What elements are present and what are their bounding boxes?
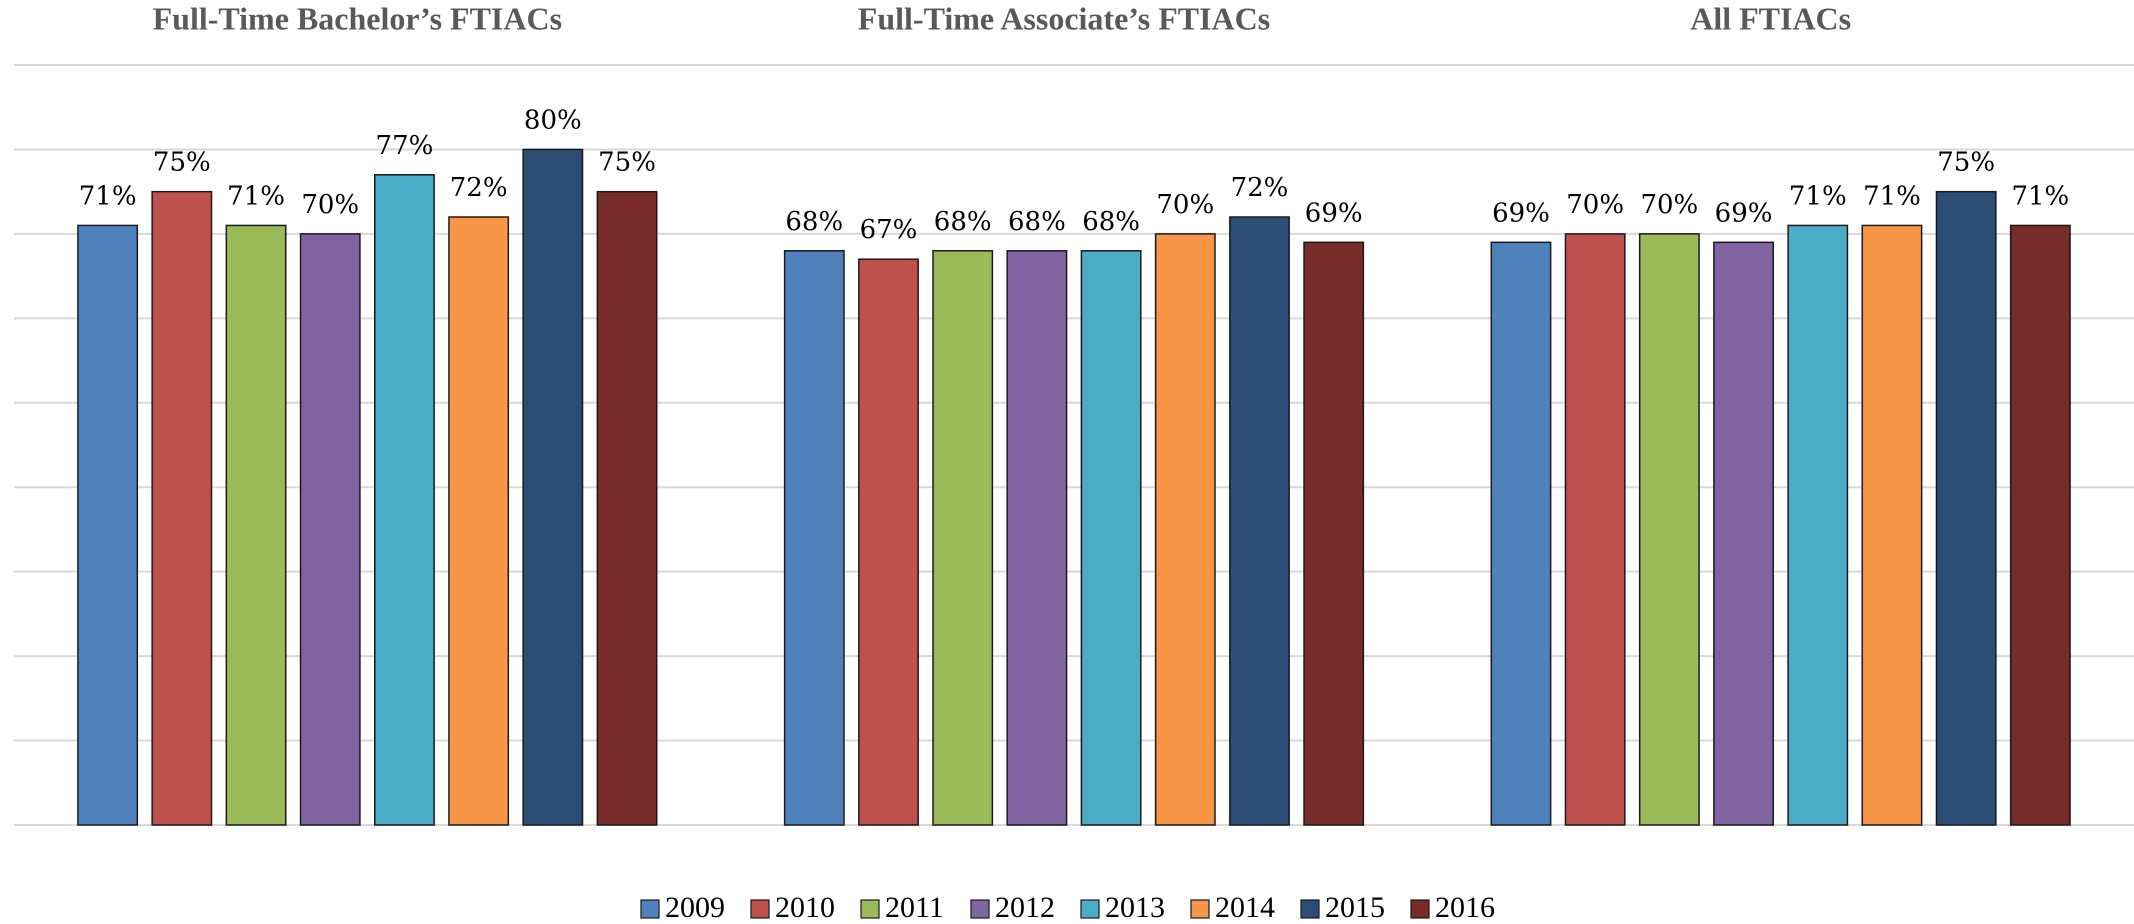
value-label: 70% — [301, 190, 359, 220]
bar — [299, 233, 361, 826]
bar — [151, 190, 213, 826]
legend-label: 2009 — [665, 891, 725, 924]
value-label: 75% — [153, 148, 211, 178]
bar — [1006, 250, 1068, 826]
bar — [1713, 241, 1774, 826]
value-label: 68% — [934, 207, 992, 237]
value-label: 70% — [1156, 190, 1214, 220]
value-label: 69% — [1305, 198, 1363, 228]
bar — [1935, 190, 1997, 826]
legend-swatch — [1410, 899, 1430, 919]
legend-label: 2011 — [885, 891, 944, 924]
legend-label: 2010 — [775, 891, 835, 924]
legend-swatch — [750, 899, 770, 919]
value-label: 75% — [598, 148, 656, 178]
bar — [522, 148, 584, 826]
value-label: 77% — [376, 131, 434, 161]
value-label: 71% — [79, 181, 137, 211]
legend-swatch — [640, 899, 660, 919]
value-label: 68% — [785, 207, 843, 237]
legend-label: 2012 — [995, 891, 1055, 924]
value-label: 75% — [1937, 148, 1995, 178]
legend-swatch — [1300, 899, 1320, 919]
value-label: 67% — [860, 215, 918, 245]
legend-swatch — [1080, 899, 1100, 919]
bar — [858, 258, 919, 826]
legend-swatch — [860, 899, 880, 919]
bar — [448, 216, 510, 826]
value-label: 71% — [2011, 181, 2069, 211]
group-title: All FTIACs — [1690, 0, 1851, 36]
bar — [1787, 224, 1849, 826]
bar — [1861, 224, 1923, 826]
bar — [1154, 233, 1216, 826]
bar — [596, 190, 658, 826]
legend-swatch — [970, 899, 990, 919]
value-label: 68% — [1082, 207, 1140, 237]
bar — [1490, 241, 1552, 826]
legend-label: 2016 — [1435, 891, 1495, 924]
bar — [1638, 233, 1700, 826]
group-title: Full-Time Bachelor’s FTIACs — [153, 0, 562, 36]
group-title: Full-Time Associate’s FTIACs — [858, 0, 1270, 36]
value-label: 70% — [1566, 190, 1624, 220]
legend-label: 2013 — [1105, 891, 1165, 924]
bar — [932, 250, 994, 826]
value-label: 71% — [1789, 181, 1847, 211]
bar — [1229, 216, 1290, 826]
bar — [374, 174, 435, 826]
bar — [1564, 233, 1626, 826]
bar — [225, 224, 287, 826]
value-label: 71% — [1863, 181, 1921, 211]
value-label: 68% — [1008, 207, 1066, 237]
value-label: 71% — [227, 181, 285, 211]
value-label: 70% — [1640, 190, 1698, 220]
bar — [1080, 250, 1142, 826]
bar — [783, 250, 845, 826]
legend-label: 2015 — [1325, 891, 1385, 924]
value-label: 72% — [1231, 173, 1289, 203]
value-label: 80% — [524, 105, 582, 135]
legend-swatch — [1190, 899, 1210, 919]
value-label: 72% — [450, 173, 508, 203]
bar — [2009, 224, 2071, 826]
bar — [1303, 241, 1365, 826]
value-label: 69% — [1715, 198, 1773, 228]
legend-label: 2014 — [1215, 891, 1275, 924]
value-label: 69% — [1492, 198, 1550, 228]
bar — [77, 224, 139, 826]
